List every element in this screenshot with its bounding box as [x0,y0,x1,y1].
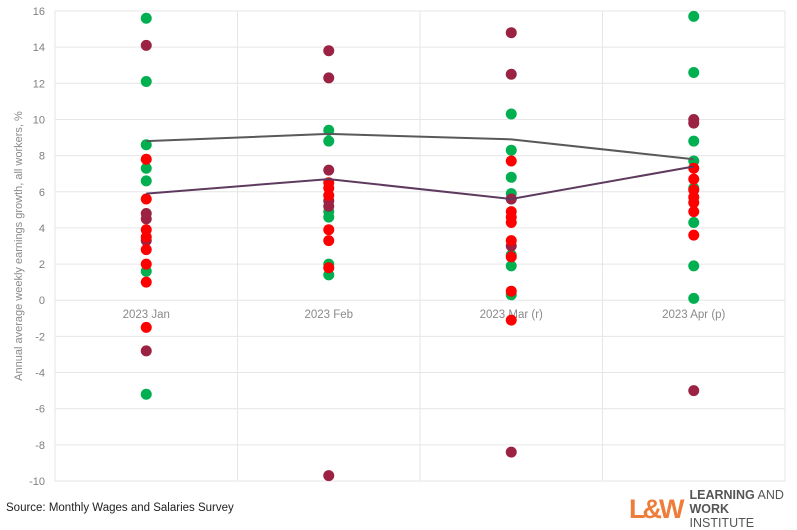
green-point [140,12,152,24]
red-point [688,162,700,174]
red-point [140,153,152,165]
maroon-point [505,27,517,39]
maroon-point [505,446,517,458]
maroon-point [688,385,700,397]
x-category-label: 2023 Feb [304,309,353,321]
red-point [688,206,700,218]
logo-word: WORK [689,502,730,516]
scatter-points [140,10,700,482]
red-point [140,244,152,256]
green-point [323,135,335,147]
y-tick-label: 10 [33,114,45,126]
red-point [140,193,152,205]
red-point [505,314,517,326]
green-point [140,175,152,187]
y-tick-label: -8 [35,440,45,452]
logo-mark: L&W [629,494,685,524]
logo-word: INSTITUTE [689,516,755,530]
green-point [505,108,517,120]
maroon-point [505,68,517,80]
green-point [140,388,152,400]
source-note: Source: Monthly Wages and Salaries Surve… [6,502,234,514]
learning-and-work-institute-logo: L&W LEARNING AND WORK INSTITUTE [629,488,797,530]
y-tick-label: 8 [39,151,45,163]
x-category-label: 2023 Apr (p) [662,309,725,321]
green-point [505,144,517,156]
green-point [505,171,517,183]
series-lines [146,132,694,201]
y-tick-label: 12 [33,78,45,90]
red-point [505,251,517,263]
maroon-point [323,72,335,84]
y-tick-label: 4 [39,223,45,235]
red-point [505,217,517,228]
green-point [140,162,152,174]
y-tick-label: -4 [35,368,45,380]
green-point [140,76,152,87]
green-point [688,10,700,22]
lower-line [146,165,694,201]
maroon-point [323,45,335,57]
red-point [140,258,152,270]
y-tick-label: -6 [35,404,45,416]
green-point [323,211,335,223]
x-category-label: 2023 Jan [123,309,170,321]
red-point [505,155,517,167]
red-point [323,235,335,247]
red-point [688,197,700,209]
y-axis-label: Annual average weekly earnings growth, a… [13,111,25,381]
maroon-point [140,345,152,357]
red-point [505,235,517,247]
y-tick-label: 2 [39,259,45,271]
y-tick-label: -10 [29,476,45,488]
green-point [688,260,700,272]
x-axis-categories: 2023 Jan 2023 Feb 2023 Mar (r) 2023 Apr (p) [123,309,726,321]
green-point [688,292,700,304]
red-point [140,231,152,243]
gridlines [54,10,786,482]
upper-line [146,132,694,161]
maroon-point [140,39,152,51]
green-point [505,260,517,272]
y-tick-label: 6 [39,187,45,199]
y-tick-label: 16 [33,6,45,18]
green-point [688,217,700,228]
y-tick-label: -2 [35,331,45,343]
red-point [688,173,700,185]
logo-word: LEARNING [689,488,755,502]
maroon-point [323,470,335,482]
red-point [323,224,335,236]
maroon-point [140,213,152,225]
green-point [688,135,700,147]
maroon-point [688,117,700,129]
y-tick-label: 0 [39,295,45,307]
red-point [688,229,700,241]
red-point [323,189,335,201]
red-point [323,262,335,274]
green-point [688,66,700,78]
y-tick-label: 14 [33,42,45,54]
logo-word: AND [754,488,784,502]
y-axis-ticks: -10 -8 -6 -4 -2 0 2 4 6 8 10 12 14 16 [29,6,45,488]
maroon-point [323,164,335,176]
red-point [140,321,152,333]
maroon-point [323,200,335,212]
red-point [505,285,517,297]
logo-text: LEARNING AND WORK INSTITUTE [689,488,797,530]
chart: -10 -8 -6 -4 -2 0 2 4 6 8 10 12 14 16 2023 Jan 2023 Fe… [13,6,786,488]
red-point [140,276,152,288]
